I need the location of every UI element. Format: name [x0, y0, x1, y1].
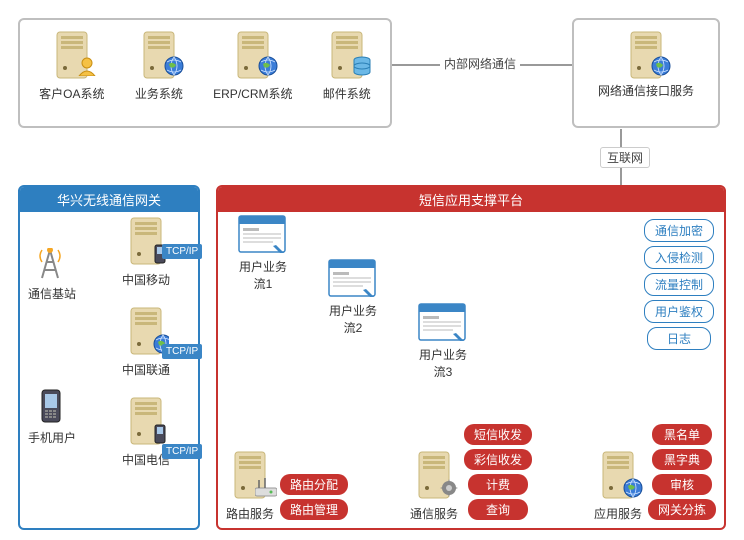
browser-icon — [418, 303, 468, 343]
service-2: 应用服务 黑名单黑字典审核网关分拣 — [594, 422, 716, 522]
carrier-label: 中国联通 — [100, 361, 192, 378]
service-label: 应用服务 — [594, 505, 642, 522]
label-phone: 手机用户 — [28, 429, 76, 446]
service-tag: 计费 — [468, 474, 528, 495]
flow-1: 用户业务流2 — [328, 259, 378, 336]
flow-0: 用户业务流1 — [238, 215, 288, 292]
panel-network-service: 网络通信接口服务 — [572, 18, 720, 128]
title-gateway: 华兴无线通信网关 — [20, 187, 198, 212]
flow-label: 用户业务流2 — [328, 302, 378, 336]
top-server-2: ERP/CRM系统 — [213, 30, 292, 102]
security-pill-1: 入侵检测 — [644, 246, 714, 269]
browser-icon — [238, 215, 288, 255]
top-server-label: ERP/CRM系统 — [213, 85, 292, 102]
top-server-label: 业务系统 — [135, 85, 183, 102]
service-0: 路由服务 路由分配路由管理 — [226, 450, 348, 522]
tcpip-1: TCP/IP — [162, 244, 202, 259]
browser-icon — [328, 259, 378, 299]
top-server-3: 邮件系统 — [323, 30, 371, 102]
top-server-label: 客户OA系统 — [39, 85, 104, 102]
service-tag: 路由管理 — [280, 499, 348, 520]
top-server-1: 业务系统 — [135, 30, 183, 102]
tcpip-3: TCP/IP — [162, 444, 202, 459]
server-netservice — [625, 30, 667, 82]
security-pill-3: 用户鉴权 — [644, 300, 714, 323]
flow-2: 用户业务流3 — [418, 303, 468, 380]
tcpip-2: TCP/IP — [162, 344, 202, 359]
service-tag: 黑名单 — [652, 424, 712, 445]
service-tag: 黑字典 — [652, 449, 712, 470]
security-pill-2: 流量控制 — [644, 273, 714, 296]
panel-top-systems: 客户OA系统 业务系统 ERP/CRM系统 邮件系统 — [18, 18, 392, 128]
label-internal-net: 内部网络通信 — [440, 55, 520, 72]
panel-platform: 短信应用支撑平台 用户业务流1 用户业务流2 用户业务流3 通信加密入侵检测流量… — [216, 185, 726, 530]
service-label: 通信服务 — [410, 505, 458, 522]
label-netservice: 网络通信接口服务 — [598, 82, 694, 99]
flow-label: 用户业务流3 — [418, 346, 468, 380]
service-tag: 网关分拣 — [648, 499, 716, 520]
service-tag: 短信收发 — [464, 424, 532, 445]
label-internet: 互联网 — [600, 147, 650, 168]
service-tag: 查询 — [468, 499, 528, 520]
top-server-label: 邮件系统 — [323, 85, 371, 102]
flow-label: 用户业务流1 — [238, 258, 288, 292]
phone-icon — [38, 388, 66, 426]
security-pill-0: 通信加密 — [644, 219, 714, 242]
carrier-label: 中国移动 — [100, 271, 192, 288]
top-server-0: 客户OA系统 — [39, 30, 104, 102]
service-1: 通信服务 短信收发彩信收发计费查询 — [410, 422, 532, 522]
tower-icon — [38, 248, 66, 282]
title-platform: 短信应用支撑平台 — [218, 187, 724, 212]
carrier-1: 中国联通 — [100, 306, 192, 378]
service-tag: 彩信收发 — [464, 449, 532, 470]
label-tower: 通信基站 — [28, 285, 76, 302]
service-tag: 审核 — [652, 474, 712, 495]
service-tag: 路由分配 — [280, 474, 348, 495]
security-pill-4: 日志 — [647, 327, 711, 350]
service-label: 路由服务 — [226, 505, 274, 522]
